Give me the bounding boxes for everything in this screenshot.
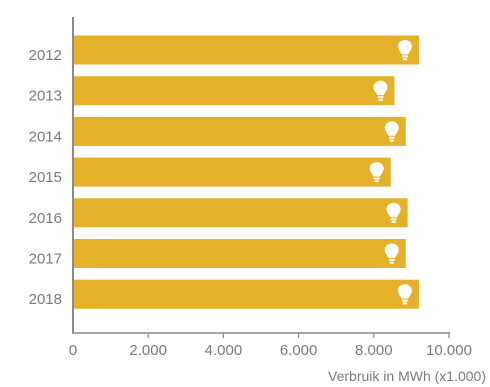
lightbulb-icon bbox=[373, 80, 388, 101]
x-tick-label: 4.000 bbox=[205, 342, 243, 359]
x-tick-label: 0 bbox=[69, 342, 77, 359]
category-label-2017: 2017 bbox=[29, 251, 62, 268]
lightbulb-icon bbox=[384, 243, 399, 264]
bar-2018 bbox=[73, 279, 419, 309]
lightbulb-icon bbox=[369, 162, 384, 183]
category-label-2015: 2015 bbox=[29, 169, 62, 186]
lightbulb-icon bbox=[397, 40, 412, 61]
bar-2015 bbox=[73, 157, 391, 187]
category-label-2018: 2018 bbox=[29, 291, 62, 308]
lightbulb-icon bbox=[397, 284, 412, 305]
x-axis-title: Verbruik in MWh (x1.000) bbox=[328, 368, 486, 384]
x-ticks: 0 2.000 4.000 6.000 8.000 10.000 bbox=[69, 333, 472, 359]
category-label-2013: 2013 bbox=[29, 88, 62, 105]
category-label-2012: 2012 bbox=[29, 47, 62, 64]
lightbulb-icon bbox=[384, 121, 399, 142]
category-label-2014: 2014 bbox=[29, 128, 62, 145]
lightbulb-icon bbox=[386, 202, 401, 223]
category-labels: 2012 2013 2014 2015 2016 2017 2018 bbox=[29, 47, 62, 308]
bar-2014 bbox=[73, 116, 406, 146]
category-label-2016: 2016 bbox=[29, 210, 62, 227]
x-tick-label: 8.000 bbox=[355, 342, 393, 359]
x-tick-label: 6.000 bbox=[280, 342, 318, 359]
bar-2012 bbox=[73, 35, 419, 65]
bar-2016 bbox=[73, 198, 408, 228]
x-tick-label: 10.000 bbox=[426, 342, 472, 359]
bar-2013 bbox=[73, 76, 395, 106]
bars-group bbox=[73, 35, 419, 309]
x-tick-label: 2.000 bbox=[129, 342, 167, 359]
bar-2017 bbox=[73, 239, 406, 268]
